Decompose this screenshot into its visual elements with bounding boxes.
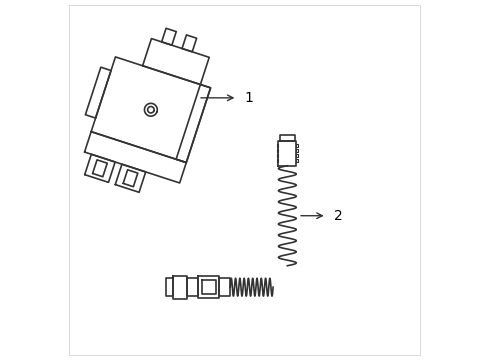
Text: 2: 2 <box>333 209 342 223</box>
Text: 1: 1 <box>244 91 253 105</box>
